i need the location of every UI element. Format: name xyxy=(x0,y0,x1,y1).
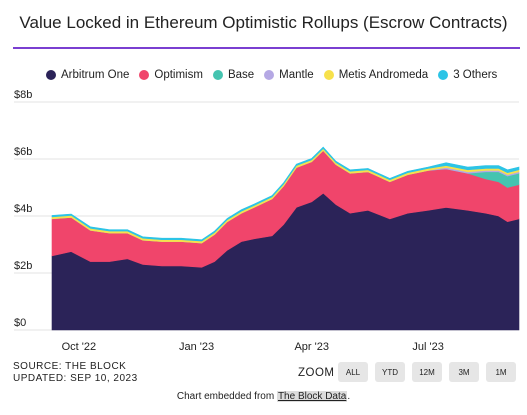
y-tick-label: $6b xyxy=(14,146,32,158)
y-tick-label: $0 xyxy=(14,317,26,329)
y-tick-label: $2b xyxy=(14,260,32,272)
zoom-1m-button[interactable]: 1M xyxy=(486,362,516,382)
legend-label: Metis Andromeda xyxy=(338,69,429,81)
legend-item-optimism[interactable]: Optimism xyxy=(139,69,203,81)
zoom-all-button[interactable]: ALL xyxy=(338,362,368,382)
y-tick-label: $4b xyxy=(14,203,32,215)
title-divider xyxy=(13,47,520,49)
source-note: SOURCE: THE BLOCK UPDATED: SEP 10, 2023 xyxy=(13,361,138,385)
legend-marker xyxy=(438,70,449,80)
legend-marker xyxy=(212,70,223,80)
legend-label: 3 Others xyxy=(453,69,498,81)
legend-marker xyxy=(139,70,150,80)
legend-item-mantle[interactable]: Mantle xyxy=(264,69,314,81)
embed-prefix: Chart embedded from xyxy=(176,391,277,402)
updated-text: UPDATED: SEP 10, 2023 xyxy=(13,373,138,384)
chart-title: Value Locked in Ethereum Optimistic Roll… xyxy=(19,13,508,32)
legend-item-base[interactable]: Base xyxy=(212,69,255,81)
legend-marker xyxy=(46,70,56,80)
zoom-ytd-button[interactable]: YTD xyxy=(375,362,405,382)
x-tick-label: Apr '23 xyxy=(294,341,329,353)
legend-label: Mantle xyxy=(279,69,314,81)
x-tick-label: Jan '23 xyxy=(179,341,214,353)
legend-label: Arbitrum One xyxy=(61,69,130,81)
x-tick-label: Oct '22 xyxy=(62,341,97,353)
source-text: SOURCE: THE BLOCK xyxy=(13,361,127,372)
embed-suffix: . xyxy=(347,391,351,402)
y-tick-label: $8b xyxy=(14,89,32,101)
zoom-label: ZOOM xyxy=(298,367,335,379)
legend-item-metis[interactable]: Metis Andromeda xyxy=(323,69,429,81)
legend-item-arbitrum[interactable]: Arbitrum One xyxy=(46,69,129,81)
legend-marker xyxy=(323,70,334,80)
legend-item-others[interactable]: 3 Others xyxy=(438,69,497,81)
legend-label: Optimism xyxy=(154,69,203,81)
zoom-3m-button[interactable]: 3M xyxy=(449,362,479,382)
legend-label: Base xyxy=(227,69,255,81)
legend-marker xyxy=(264,70,275,80)
area-3-others xyxy=(51,146,520,242)
the-block-data-link[interactable]: The Block Data xyxy=(276,391,348,402)
legend: Arbitrum One Optimism Base Mantle Metis … xyxy=(46,69,497,81)
zoom-12m-button[interactable]: 12M xyxy=(412,362,442,382)
x-tick-label: Jul '23 xyxy=(412,341,443,353)
embed-note: Chart embedded from The Block Data. xyxy=(0,391,527,402)
stacked-area-chart: $0 $2b $4b $6b $8b Oct '22 Jan '23 Apr '23 Jul … xyxy=(14,89,520,353)
